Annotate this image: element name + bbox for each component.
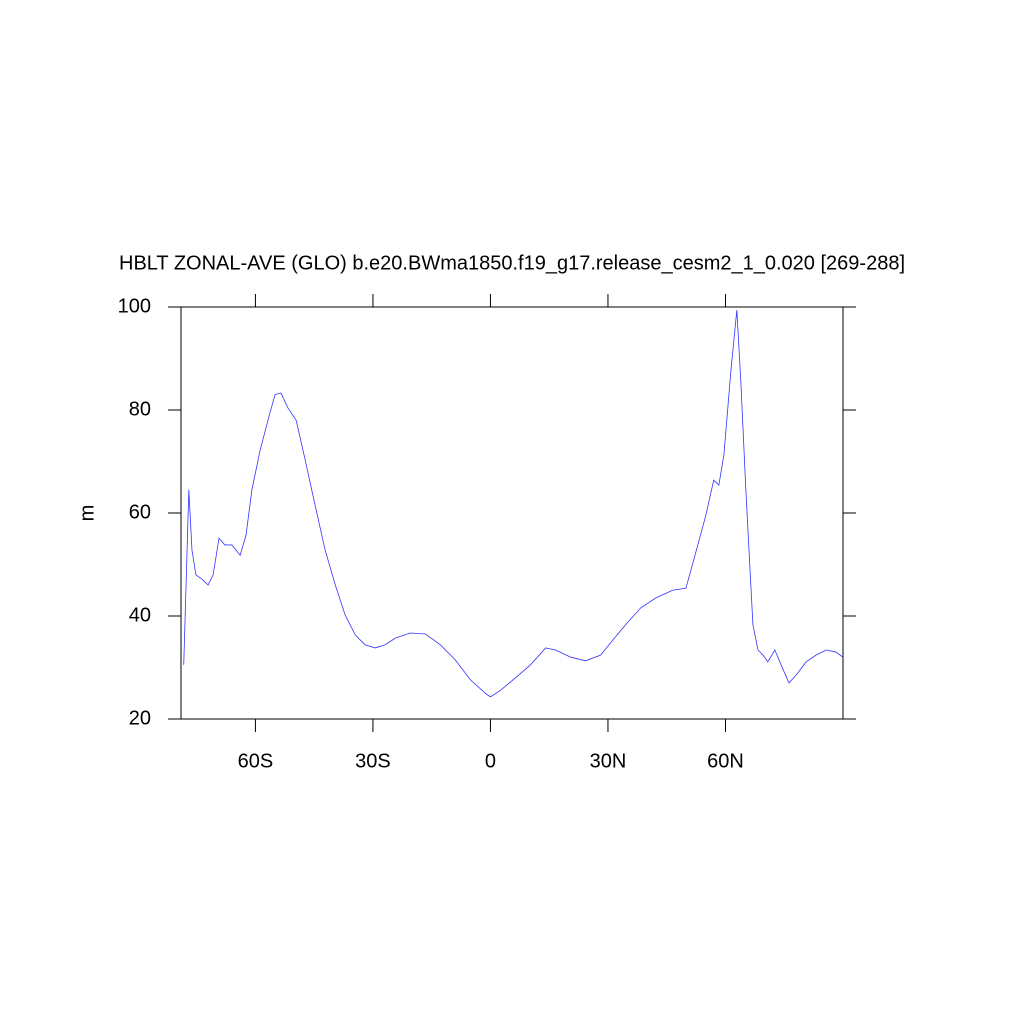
y-axis-label: m (76, 505, 98, 522)
data-line (183, 310, 844, 698)
plot-frame (180, 306, 844, 720)
x-tick-label: 30N (590, 750, 627, 772)
y-tick-label: 100 (118, 295, 151, 317)
x-tick-label: 30S (355, 750, 391, 772)
y-tick-label: 80 (129, 398, 151, 420)
x-tick-label: 0 (485, 750, 496, 772)
y-tick-label: 60 (129, 501, 151, 523)
chart-title: HBLT ZONAL-AVE (GLO) b.e20.BWma1850.f19_… (119, 252, 905, 274)
x-tick-label: 60S (238, 750, 274, 772)
y-tick-label: 20 (129, 707, 151, 729)
y-tick-label: 40 (129, 604, 151, 626)
x-tick-label: 60N (707, 750, 744, 772)
